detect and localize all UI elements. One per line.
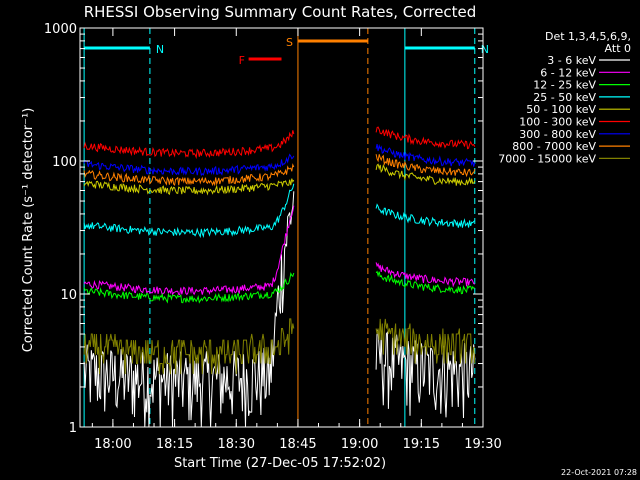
y-axis-label: Corrected Count Rate (s⁻¹ detector⁻¹): [21, 108, 36, 353]
x-tick-label-6: 19:30: [464, 437, 501, 452]
legend-label-1: 6 - 12 keV: [540, 66, 596, 79]
series-line-1-seg-0: [83, 205, 295, 297]
series-line-6-seg-1: [375, 143, 476, 167]
series-line-8-seg-1: [375, 318, 476, 364]
y-tick-label-2: 100: [52, 155, 77, 170]
y-axis: 1 10 100 1000: [44, 22, 483, 436]
x-tick-label-2: 18:30: [218, 437, 255, 452]
legend-label-6: 300 - 800 keV: [519, 128, 596, 141]
series-line-4-seg-0: [83, 178, 295, 196]
x-tick-label-5: 19:15: [403, 437, 440, 452]
legend-label-4: 50 - 100 keV: [526, 103, 596, 116]
series-line-3-seg-1: [375, 203, 476, 228]
annotation-label-F: F: [239, 54, 245, 67]
y-tick-label-3: 1000: [44, 22, 77, 37]
series-line-8-seg-0: [83, 318, 295, 375]
series-line-2-seg-1: [375, 270, 475, 295]
legend-label-2: 12 - 25 keV: [533, 79, 596, 92]
series-line-1-seg-1: [375, 262, 476, 288]
legend-label-7: 800 - 7000 keV: [512, 140, 596, 153]
y-tick-label-1: 10: [60, 288, 77, 303]
series-line-4-seg-1: [375, 163, 476, 186]
annotation-label-S: S: [286, 36, 293, 49]
legend-header-attenuator: Att 0: [605, 42, 631, 55]
series-line-3-seg-0: [83, 183, 295, 239]
series-line-7-seg-0: [83, 163, 295, 187]
plot-area: N N F S: [83, 28, 489, 428]
x-tick-label-1: 18:15: [156, 437, 193, 452]
legend-label-0: 3 - 6 keV: [547, 54, 596, 67]
chart-title: RHESSI Observing Summary Count Rates, Co…: [84, 3, 477, 21]
y-tick-label-0: 1: [69, 421, 77, 436]
plot-frame: [79, 27, 484, 428]
series-line-7-seg-1: [375, 154, 476, 178]
series-line-5-seg-0: [83, 130, 295, 160]
x-tick-label-4: 19:00: [341, 437, 378, 452]
series-line-5-seg-1: [375, 126, 476, 150]
series-line-2-seg-0: [83, 271, 295, 304]
legend-header-detectors: Det 1,3,4,5,6,9,: [545, 30, 631, 43]
annotation-label-N: N: [481, 43, 489, 56]
annotation-label-N: N: [156, 43, 164, 56]
legend-label-8: 7000 - 15000 keV: [498, 152, 596, 165]
series-line-0-seg-0: [83, 191, 295, 428]
legend-label-3: 25 - 50 keV: [533, 91, 596, 104]
legend-label-5: 100 - 300 keV: [519, 116, 596, 129]
x-axis: 18:00 18:15 18:30 18:45 19:00 19:15 19:30: [91, 28, 502, 452]
footer-date: 22-Oct-2021 07:28: [561, 468, 637, 477]
x-tick-label-0: 18:00: [94, 437, 131, 452]
series-line-6-seg-0: [83, 153, 295, 177]
x-tick-label-3: 18:45: [279, 437, 316, 452]
x-axis-label: Start Time (27-Dec-05 17:52:02): [174, 456, 386, 471]
